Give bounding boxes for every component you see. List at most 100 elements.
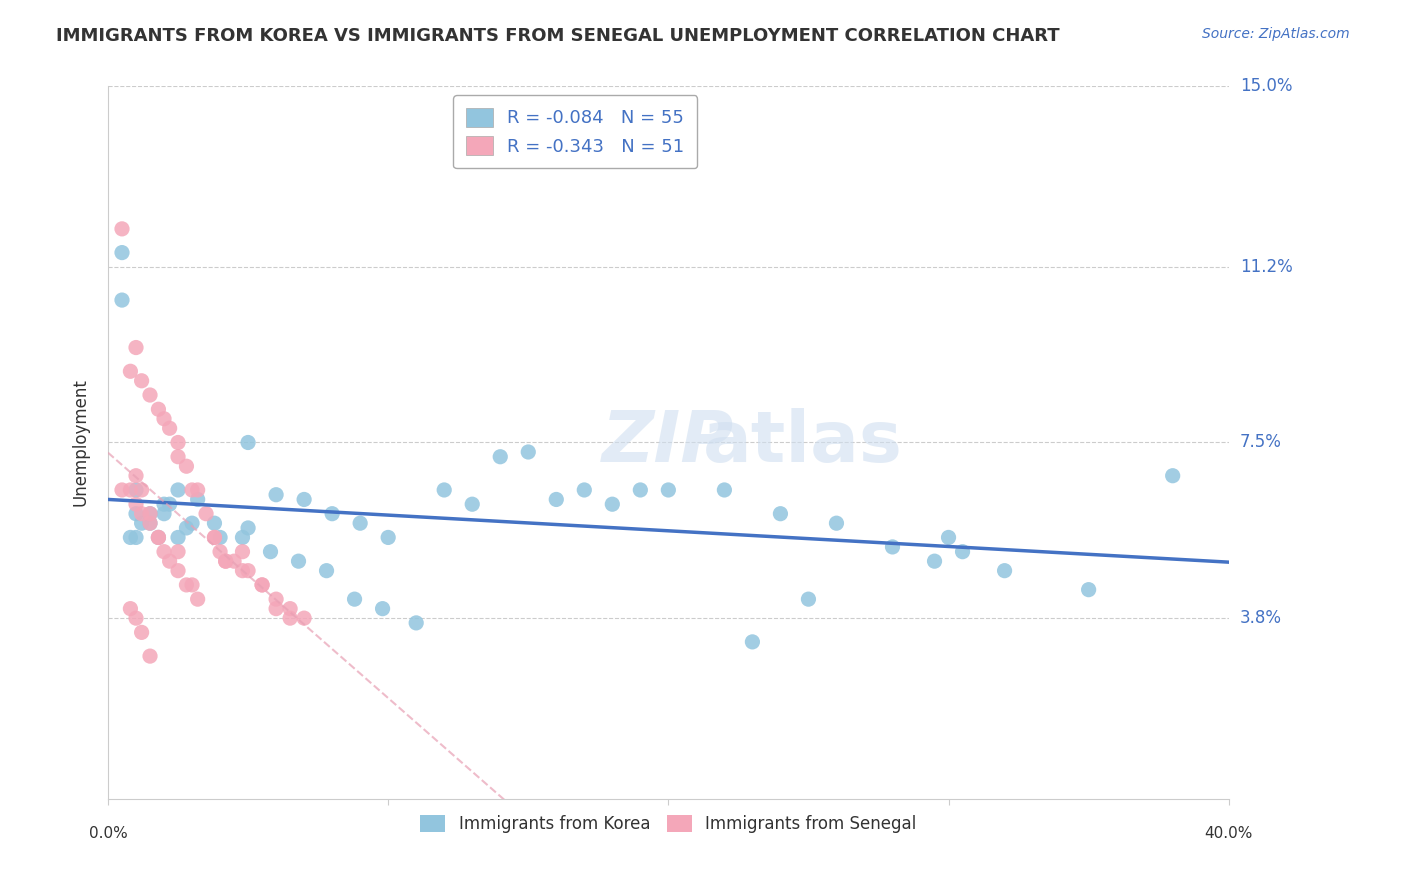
Point (148, 531, 170, 545)
Point (993, 564, 1015, 578)
Point (159, 497, 181, 511)
Point (167, 531, 190, 545)
Point (713, 483, 735, 497)
Point (125, 497, 148, 511)
Text: Source: ZipAtlas.com: Source: ZipAtlas.com (1202, 27, 1350, 41)
Point (657, 483, 679, 497)
Point (181, 483, 204, 497)
Point (139, 516, 162, 531)
Text: 11.2%: 11.2% (1240, 258, 1292, 276)
Point (489, 450, 512, 464)
Point (924, 554, 946, 568)
Point (1077, 582, 1099, 597)
Point (1161, 468, 1184, 483)
Point (125, 507, 148, 521)
Point (278, 611, 301, 625)
Point (153, 497, 176, 511)
Point (264, 601, 287, 615)
Point (433, 483, 456, 497)
Text: atlas: atlas (703, 408, 903, 477)
Point (204, 531, 226, 545)
Point (343, 592, 366, 607)
Text: 7.5%: 7.5% (1240, 434, 1282, 451)
Point (231, 564, 253, 578)
Text: 3.8%: 3.8% (1240, 609, 1282, 627)
Point (209, 544, 232, 558)
Point (278, 601, 301, 615)
Point (231, 531, 253, 545)
Point (938, 531, 960, 545)
Point (111, 483, 134, 497)
Point (287, 554, 309, 568)
Point (371, 601, 394, 615)
Point (111, 293, 134, 307)
Point (125, 341, 148, 355)
Point (176, 521, 198, 535)
Point (797, 592, 820, 607)
Point (148, 531, 170, 545)
Point (215, 554, 238, 568)
Point (952, 544, 974, 558)
Point (628, 483, 651, 497)
Point (153, 411, 176, 425)
Point (602, 497, 624, 511)
Point (131, 374, 153, 388)
Point (139, 516, 162, 531)
Point (546, 492, 568, 507)
Point (181, 578, 204, 592)
Point (222, 554, 245, 568)
Point (139, 507, 162, 521)
Point (882, 540, 904, 554)
Point (159, 554, 181, 568)
Point (236, 564, 259, 578)
Point (111, 245, 134, 260)
Point (167, 544, 190, 558)
Point (259, 544, 281, 558)
Point (195, 507, 218, 521)
Point (315, 564, 337, 578)
Point (167, 435, 190, 450)
Text: 15.0%: 15.0% (1240, 78, 1292, 95)
Point (236, 435, 259, 450)
Point (204, 516, 226, 531)
Point (209, 531, 232, 545)
Point (215, 554, 238, 568)
Point (176, 578, 198, 592)
Point (167, 564, 190, 578)
Point (377, 531, 399, 545)
Point (148, 402, 170, 417)
Point (204, 531, 226, 545)
Point (153, 507, 176, 521)
Point (125, 468, 148, 483)
Point (120, 531, 142, 545)
Text: IMMIGRANTS FROM KOREA VS IMMIGRANTS FROM SENEGAL UNEMPLOYMENT CORRELATION CHART: IMMIGRANTS FROM KOREA VS IMMIGRANTS FROM… (56, 27, 1060, 45)
Point (461, 497, 484, 511)
Point (264, 488, 287, 502)
Point (139, 507, 162, 521)
Text: 40.0%: 40.0% (1205, 826, 1253, 841)
Point (405, 615, 427, 630)
Point (131, 516, 153, 531)
Point (187, 492, 209, 507)
Point (120, 483, 142, 497)
Point (769, 507, 792, 521)
Point (187, 592, 209, 607)
Point (125, 531, 148, 545)
Point (292, 492, 315, 507)
Point (264, 592, 287, 607)
Point (187, 483, 209, 497)
Point (148, 531, 170, 545)
Text: 0.0%: 0.0% (89, 826, 128, 841)
Point (139, 388, 162, 402)
Point (153, 544, 176, 558)
Point (825, 516, 848, 531)
Point (574, 483, 596, 497)
Point (236, 521, 259, 535)
Point (176, 459, 198, 474)
Point (181, 516, 204, 531)
Point (125, 483, 148, 497)
Point (131, 507, 153, 521)
Point (321, 507, 343, 521)
Point (159, 421, 181, 435)
Point (139, 649, 162, 664)
